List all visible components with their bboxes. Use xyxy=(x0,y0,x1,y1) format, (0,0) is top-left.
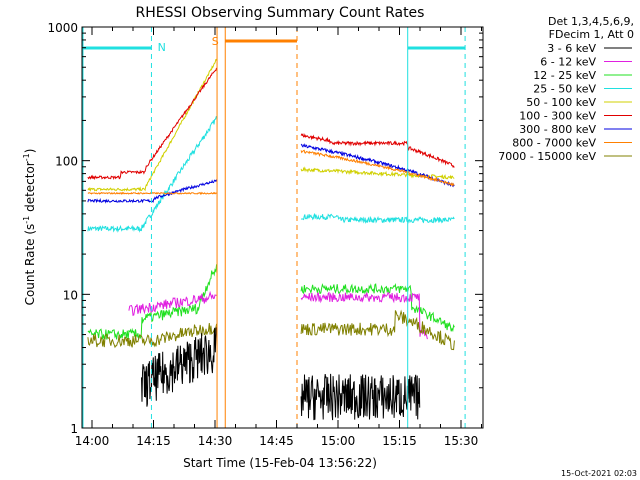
x-tick-label: 14:30 xyxy=(198,434,233,448)
legend: Det 1,3,4,5,6,9, FDecim 1, Att 0 3 - 6 k… xyxy=(498,15,634,163)
legend-label: 3 - 6 keV xyxy=(547,42,596,55)
x-tick-label: 15:15 xyxy=(382,434,417,448)
chart-title: RHESSI Observing Summary Count Rates xyxy=(136,5,425,21)
series-line-100-300 xyxy=(87,67,218,181)
timestamp: 15-Oct-2021 02:03 xyxy=(561,469,637,478)
x-tick-label: 15:00 xyxy=(321,434,356,448)
x-tick-label: 15:30 xyxy=(444,434,479,448)
x-tick-label: 14:45 xyxy=(259,434,294,448)
y-tick-label: 10 xyxy=(63,288,78,302)
x-tick-label: 14:00 xyxy=(75,434,110,448)
series-line-3-6-late xyxy=(300,373,421,421)
series-line-12-25-late xyxy=(300,283,455,333)
legend-label: 800 - 7000 keV xyxy=(512,137,596,150)
legend-label: 50 - 100 keV xyxy=(526,96,596,109)
series-line-300-800 xyxy=(87,179,218,204)
series-line-12-25 xyxy=(87,264,218,340)
legend-label: 25 - 50 keV xyxy=(533,83,596,96)
y-tick-label: 100 xyxy=(55,155,78,169)
x-axis-label: Start Time (15-Feb-04 13:56:22) xyxy=(183,456,377,470)
legend-label: 100 - 300 keV xyxy=(519,110,596,123)
legend-label: 7000 - 15000 keV xyxy=(498,150,596,163)
legend-header-1: Det 1,3,4,5,6,9, xyxy=(548,15,634,28)
plot-frame xyxy=(81,26,484,429)
series-line-800-7000-late xyxy=(300,149,455,187)
night-flag-label: N xyxy=(158,41,166,54)
saa-flag-label: S xyxy=(212,35,219,48)
x-tick-label: 14:15 xyxy=(136,434,171,448)
series-line-3-6 xyxy=(141,327,218,407)
series-line-6-12 xyxy=(128,290,217,316)
series-line-100-300-late xyxy=(300,133,455,168)
series-line-6-12-late xyxy=(300,291,428,340)
y-tick-label: 1 xyxy=(70,422,78,436)
legend-header-2: FDecim 1, Att 0 xyxy=(549,28,634,41)
series-line-50-100 xyxy=(87,58,218,192)
axes: 14:00 14:15 14:30 14:45 15:00 15:15 15:30 1 10 10… xyxy=(47,21,483,448)
legend-label: 12 - 25 keV xyxy=(533,69,596,82)
series-line-800-7000 xyxy=(87,191,218,195)
series-line-7000-15000-late xyxy=(300,309,455,351)
legend-label: 300 - 800 keV xyxy=(519,123,596,136)
series-line-25-50-late xyxy=(300,212,455,224)
legend-label: 6 - 12 keV xyxy=(540,56,596,69)
y-tick-label: 1000 xyxy=(47,21,78,35)
y-axis-label: Count Rate (s-1 detector-1) xyxy=(22,149,37,306)
series-line-25-50 xyxy=(87,116,218,233)
series-line-7000-15000 xyxy=(87,322,218,349)
